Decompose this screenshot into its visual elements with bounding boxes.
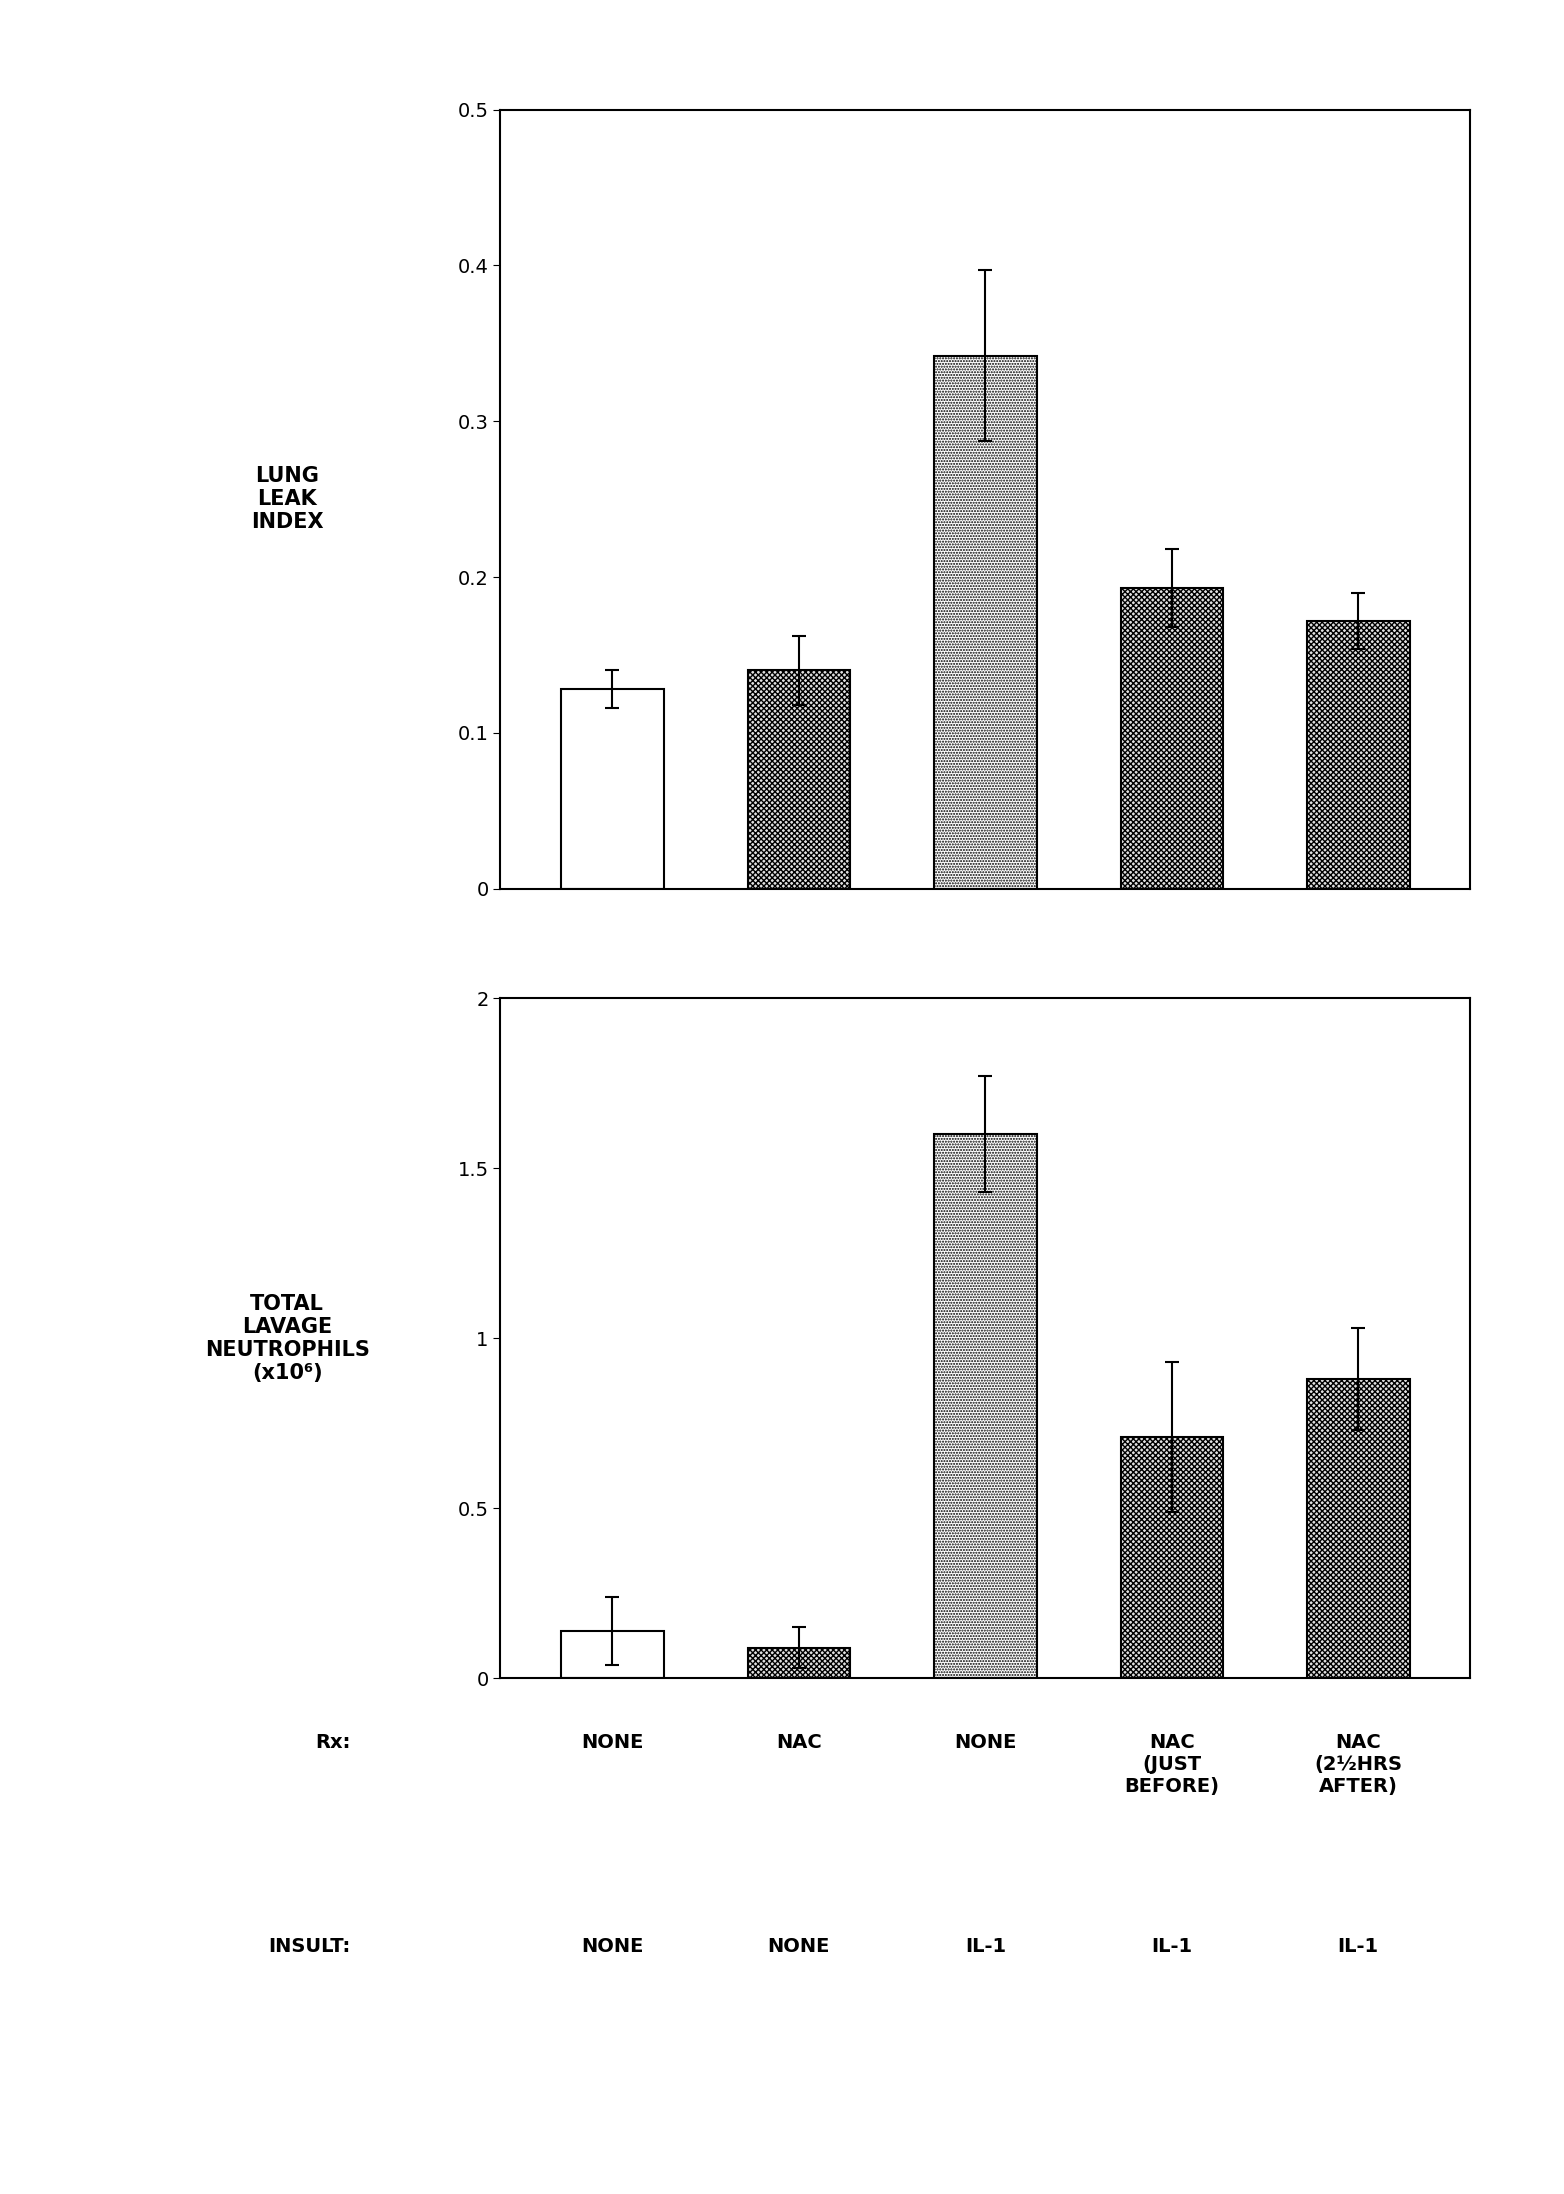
Text: TOTAL
LAVAGE
NEUTROPHILS
(x10⁶): TOTAL LAVAGE NEUTROPHILS (x10⁶) [205, 1294, 369, 1382]
Text: INSULT:: INSULT: [267, 1937, 350, 1955]
Bar [561, 689, 663, 889]
Text: NAC
(JUST
BEFORE): NAC (JUST BEFORE) [1125, 1733, 1220, 1797]
Bar [561, 1630, 663, 1678]
Text: NAC: NAC [776, 1733, 821, 1751]
Bar [1308, 621, 1409, 889]
Bar [934, 1134, 1037, 1678]
Text: NONE: NONE [582, 1733, 643, 1751]
Bar [748, 671, 851, 889]
Text: IL-1: IL-1 [965, 1937, 1006, 1955]
Bar [748, 1648, 851, 1678]
Text: LUNG
LEAK
INDEX: LUNG LEAK INDEX [250, 465, 324, 533]
Text: NAC
(2½HRS
AFTER): NAC (2½HRS AFTER) [1314, 1733, 1403, 1797]
Text: IL-1: IL-1 [1337, 1937, 1379, 1955]
Text: NONE: NONE [582, 1937, 643, 1955]
Bar [934, 355, 1037, 889]
Bar [1308, 1380, 1409, 1678]
Bar [1120, 1437, 1223, 1678]
Text: NONE: NONE [768, 1937, 830, 1955]
Text: Rx:: Rx: [314, 1733, 350, 1751]
Text: NONE: NONE [954, 1733, 1017, 1751]
Bar [1120, 588, 1223, 889]
Text: IL-1: IL-1 [1151, 1937, 1192, 1955]
